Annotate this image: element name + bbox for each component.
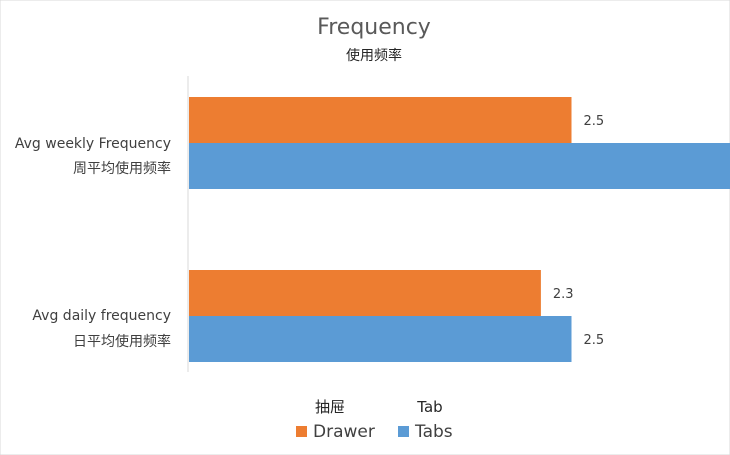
legend-cn-drawer: 抽屉	[315, 398, 345, 416]
bar-tabs-0	[189, 143, 730, 189]
data-label-tabs-1: 2.5	[584, 333, 605, 348]
legend-swatch-drawer	[296, 426, 307, 437]
category-label-line1: Avg daily frequency	[32, 308, 171, 324]
category-label-line2: 周平均使用频率	[73, 160, 171, 177]
chart-subtitle: 使用频率	[346, 47, 402, 64]
chart-title: Frequency	[317, 15, 431, 40]
category-label-daily: Avg daily frequency 日平均使用频率	[32, 308, 171, 350]
data-label-drawer-1: 2.3	[553, 287, 574, 302]
data-label-drawer-0: 2.5	[584, 114, 605, 129]
legend-label-drawer: Drawer	[313, 422, 375, 442]
category-label-line2: 日平均使用频率	[73, 333, 171, 350]
legend-swatch-tabs	[398, 426, 409, 437]
legend-label-tabs: Tabs	[414, 422, 453, 442]
category-label-line1: Avg weekly Frequency	[15, 136, 171, 152]
legend-cn-tabs: Tab	[416, 398, 442, 416]
bar-tabs-1	[189, 316, 572, 362]
bar-drawer-0	[189, 97, 572, 143]
bars-group: 2.52.33.92.5	[189, 97, 730, 362]
legend: 抽屉 Tab Drawer Tabs	[296, 398, 453, 442]
category-label-weekly: Avg weekly Frequency 周平均使用频率	[15, 136, 171, 177]
bar-drawer-1	[189, 270, 541, 316]
